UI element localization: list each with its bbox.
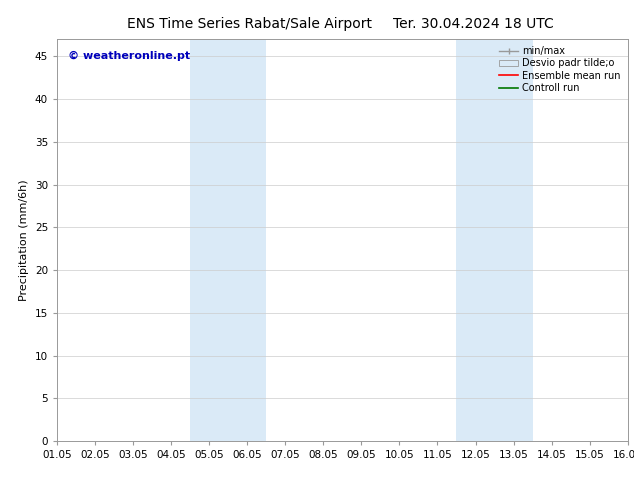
Legend: min/max, Desvio padr tilde;o, Ensemble mean run, Controll run: min/max, Desvio padr tilde;o, Ensemble m… — [497, 44, 623, 95]
Text: Ter. 30.04.2024 18 UTC: Ter. 30.04.2024 18 UTC — [393, 17, 554, 31]
Bar — [456, 39, 533, 441]
Text: ENS Time Series Rabat/Sale Airport: ENS Time Series Rabat/Sale Airport — [127, 17, 372, 31]
Text: © weatheronline.pt: © weatheronline.pt — [68, 51, 191, 61]
Bar — [190, 39, 266, 441]
Y-axis label: Precipitation (mm/6h): Precipitation (mm/6h) — [19, 179, 29, 301]
